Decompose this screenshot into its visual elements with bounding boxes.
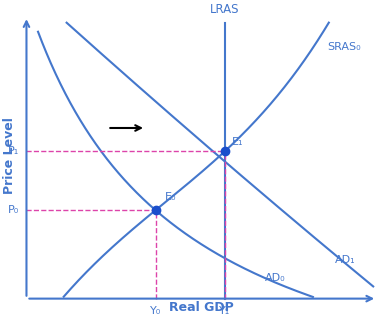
Text: AD₀: AD₀ — [265, 274, 286, 284]
Text: P₀: P₀ — [7, 205, 19, 215]
Text: Y₁: Y₁ — [219, 306, 230, 316]
Text: Real GDP: Real GDP — [169, 301, 234, 314]
Text: E₁: E₁ — [232, 137, 243, 147]
Text: Y₀: Y₀ — [150, 306, 161, 316]
Text: SRAS₀: SRAS₀ — [327, 42, 361, 52]
Text: Price Level: Price Level — [3, 117, 16, 194]
Text: E₀: E₀ — [165, 192, 177, 203]
Text: LRAS: LRAS — [210, 3, 239, 16]
Text: P₁: P₁ — [7, 146, 19, 156]
Text: AD₁: AD₁ — [335, 255, 355, 265]
